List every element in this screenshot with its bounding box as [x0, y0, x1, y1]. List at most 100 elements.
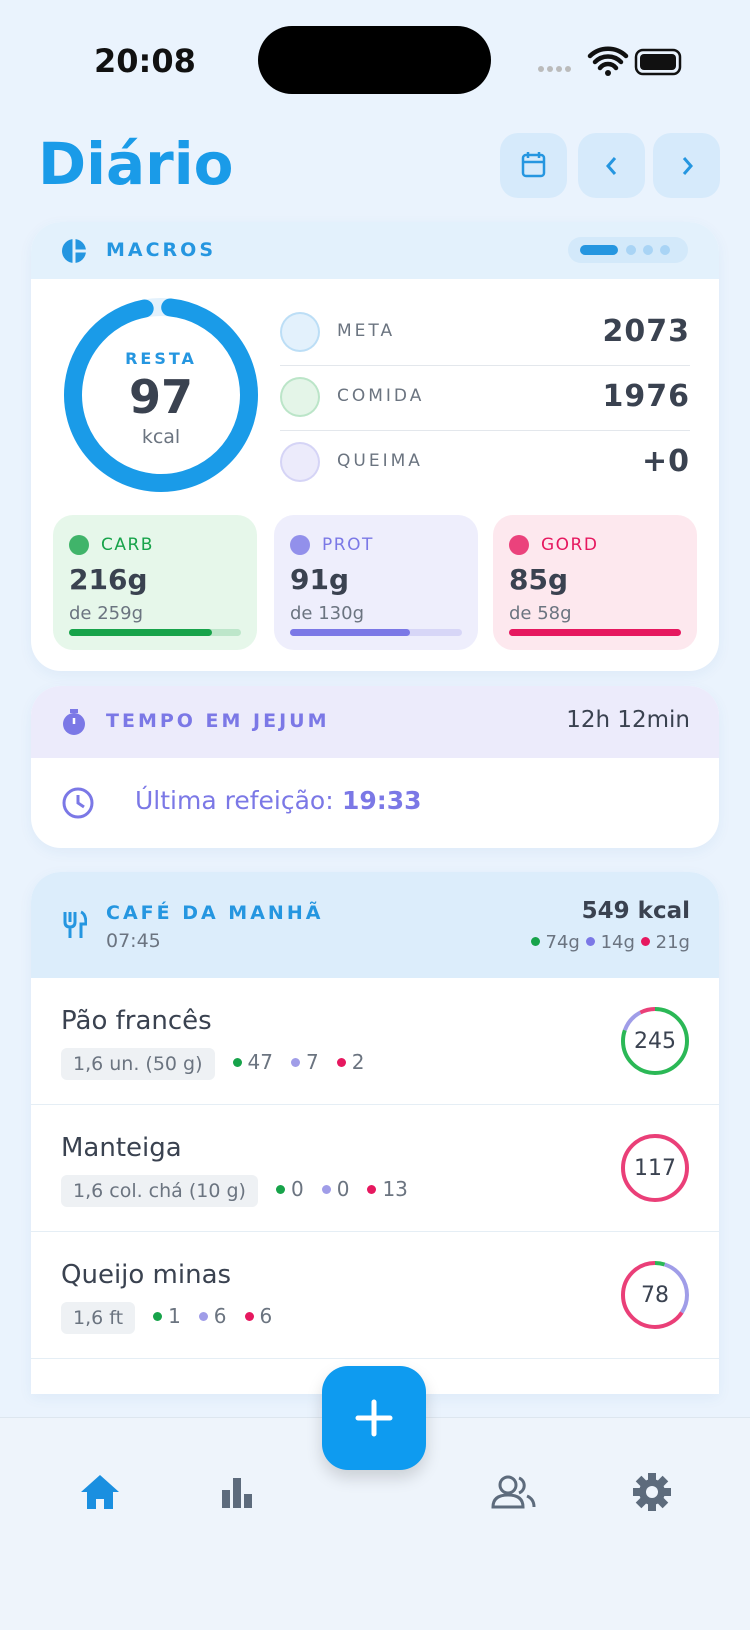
row-label: COMIDA	[337, 386, 425, 406]
food-portion: 1,6 un. (50 g)	[61, 1048, 215, 1080]
friends-tab[interactable]	[490, 1474, 536, 1510]
calorie-ring-progress	[64, 298, 258, 492]
food-name: Queijo minas	[61, 1260, 232, 1290]
meal-kcal: 549 kcal	[581, 898, 690, 924]
add-button[interactable]	[322, 1366, 426, 1470]
status-icons	[538, 46, 682, 76]
food-macros: 0 0 13	[275, 1177, 426, 1201]
food-carb: 47	[247, 1050, 273, 1074]
macro-value: 85g	[509, 563, 569, 596]
kcal-ring: 245	[621, 1007, 689, 1075]
meal-card: CAFÉ DA MANHÃ 07:45 549 kcal 74g 14g 21g…	[31, 872, 719, 1394]
row-label: META	[337, 321, 396, 341]
macros-label: MACROS	[106, 239, 217, 261]
meal-time: 07:45	[106, 930, 161, 952]
food-carb: 0	[290, 1177, 304, 1201]
macro-goal: de 130g	[290, 603, 365, 624]
row-icon	[280, 312, 320, 352]
meal-prot: 14g	[600, 932, 635, 953]
dot	[198, 1312, 208, 1321]
next-day-button[interactable]	[653, 133, 720, 198]
kcal-ring: 117	[621, 1134, 689, 1202]
macro-value: 216g	[69, 563, 148, 596]
remaining-label: RESTA	[125, 349, 197, 368]
macro-bar	[290, 629, 411, 636]
remaining-unit: kcal	[141, 426, 181, 448]
macro-card: CARB 216g de 259g	[53, 515, 257, 650]
remaining-value: 97	[128, 370, 193, 424]
row-value: 1976	[602, 379, 690, 414]
food-prot: 0	[336, 1177, 350, 1201]
food-prot: 6	[213, 1304, 227, 1328]
food-prot: 7	[305, 1050, 319, 1074]
home-tab[interactable]	[78, 1472, 122, 1512]
stats-tab[interactable]	[220, 1474, 254, 1510]
meal-macros: 74g 14g 21g	[530, 932, 690, 953]
macro-value: 91g	[290, 563, 350, 596]
macro-icon	[509, 535, 529, 555]
macro-icon	[69, 535, 89, 555]
food-row[interactable]: Manteiga 1,6 col. chá (10 g) 0 0 13 117	[31, 1105, 719, 1232]
macro-label: GORD	[541, 535, 599, 555]
macro-bar	[509, 629, 681, 636]
food-fat: 2	[351, 1050, 365, 1074]
food-kcal: 117	[634, 1156, 676, 1181]
row-icon	[280, 442, 320, 482]
food-row[interactable]: Pão francês 1,6 un. (50 g) 47 7 2 245	[31, 978, 719, 1105]
macro-goal: de 58g	[509, 603, 572, 624]
dot	[367, 1185, 377, 1194]
settings-tab[interactable]	[632, 1472, 672, 1512]
row-divider	[280, 430, 690, 431]
macro-label: PROT	[322, 535, 374, 555]
prev-day-button[interactable]	[578, 133, 645, 198]
dot	[336, 1058, 346, 1067]
page-dots	[568, 237, 688, 263]
kcal-ring-segment	[621, 1007, 689, 1075]
dot	[290, 1058, 300, 1067]
food-name: Manteiga	[61, 1133, 182, 1163]
macro-bar	[69, 629, 213, 636]
row-label: QUEIMA	[337, 451, 423, 471]
macros-icon	[62, 239, 86, 263]
macro-card: GORD 85g de 58g	[493, 515, 697, 650]
food-carb: 1	[168, 1304, 181, 1328]
food-fat: 6	[259, 1304, 273, 1328]
meal-carb: 74g	[545, 932, 580, 953]
fasting-label: TEMPO EM JEJUM	[106, 710, 330, 732]
dot	[321, 1185, 331, 1194]
row-value: +0	[641, 444, 690, 479]
status-time: 20:08	[94, 42, 196, 80]
food-fat: 13	[382, 1177, 408, 1201]
fasting-duration: 12h 12min	[566, 707, 690, 733]
kcal-ring-segment	[621, 1261, 689, 1329]
dot	[275, 1185, 285, 1194]
meal-name: CAFÉ DA MANHÃ	[106, 902, 324, 924]
last-meal-time: 19:33	[342, 786, 422, 815]
macro-goal: de 259g	[69, 603, 144, 624]
row-icon	[280, 377, 320, 417]
dot	[153, 1312, 163, 1321]
macro-card: PROT 91g de 130g	[274, 515, 478, 650]
meal-fat: 21g	[655, 932, 690, 953]
food-macros: 47 7 2	[232, 1050, 383, 1074]
dot	[244, 1312, 254, 1321]
food-kcal: 245	[634, 1029, 676, 1054]
food-kcal: 78	[641, 1283, 669, 1308]
food-name: Pão francês	[61, 1006, 212, 1036]
row-divider	[280, 365, 690, 366]
row-value: 2073	[602, 314, 690, 349]
page-title: Diário	[38, 130, 234, 198]
dynamic-island	[258, 26, 491, 94]
macros-card: MACROS RESTA 97 kcal META 2073 COMIDA 1976 Q…	[31, 222, 719, 671]
kcal-ring-segment	[621, 1261, 689, 1329]
kcal-ring: 78	[621, 1261, 689, 1329]
food-macros: 1 6 6	[153, 1304, 290, 1328]
fasting-card: TEMPO EM JEJUM 12h 12min Última refeição…	[31, 686, 719, 848]
kcal-ring-segment	[621, 1134, 689, 1202]
macro-label: CARB	[101, 535, 154, 555]
food-row[interactable]: Queijo minas 1,6 ft 1 6 6 78	[31, 1232, 719, 1359]
calendar-button[interactable]	[500, 133, 567, 198]
macro-icon	[290, 535, 310, 555]
dot	[232, 1058, 242, 1067]
